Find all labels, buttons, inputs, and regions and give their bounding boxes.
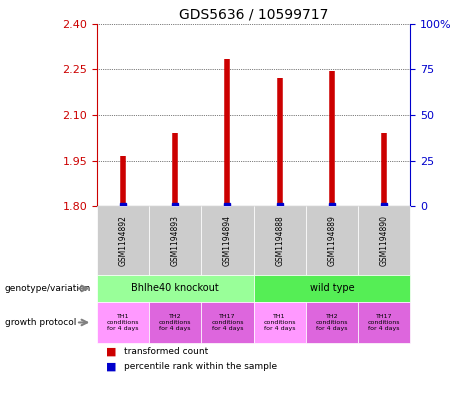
Text: GSM1194889: GSM1194889 [327,215,337,266]
Text: percentile rank within the sample: percentile rank within the sample [124,362,278,371]
Title: GDS5636 / 10599717: GDS5636 / 10599717 [179,7,328,21]
Text: transformed count: transformed count [124,347,209,356]
Text: genotype/variation: genotype/variation [5,284,91,293]
Text: ■: ■ [106,362,117,372]
Text: TH17
conditions
for 4 days: TH17 conditions for 4 days [211,314,244,331]
Text: GSM1194894: GSM1194894 [223,215,232,266]
Text: TH1
conditions
for 4 days: TH1 conditions for 4 days [263,314,296,331]
Text: TH17
conditions
for 4 days: TH17 conditions for 4 days [368,314,401,331]
Text: TH2
conditions
for 4 days: TH2 conditions for 4 days [316,314,348,331]
Text: TH2
conditions
for 4 days: TH2 conditions for 4 days [159,314,191,331]
Text: Bhlhe40 knockout: Bhlhe40 knockout [131,283,219,294]
Text: GSM1194890: GSM1194890 [380,215,389,266]
Text: wild type: wild type [310,283,354,294]
Text: GSM1194892: GSM1194892 [118,215,127,266]
Text: growth protocol: growth protocol [5,318,76,327]
Text: TH1
conditions
for 4 days: TH1 conditions for 4 days [106,314,139,331]
Text: GSM1194893: GSM1194893 [171,215,180,266]
Text: ■: ■ [106,347,117,357]
Text: GSM1194888: GSM1194888 [275,215,284,266]
